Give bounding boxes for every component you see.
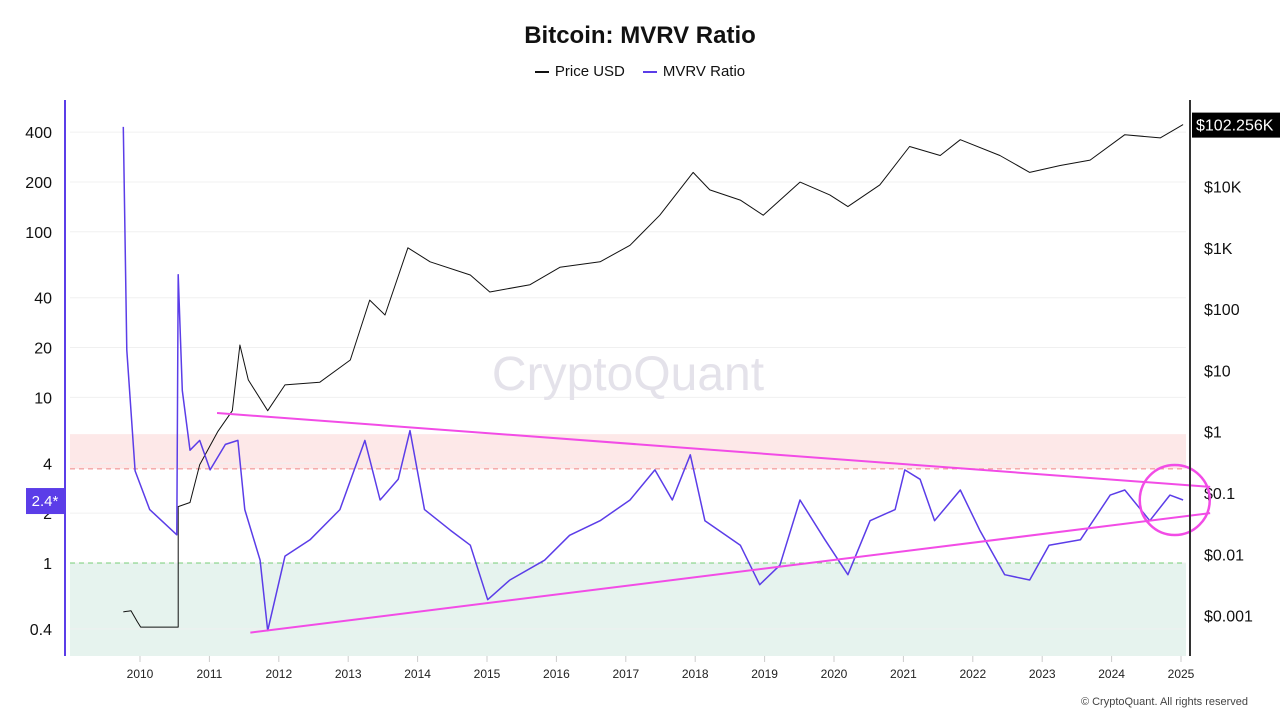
chart-title: Bitcoin: MVRV Ratio	[524, 22, 756, 49]
right-tick-label: $0.001	[1204, 609, 1253, 626]
left-tick-label: 4	[43, 456, 52, 473]
undervalued-zone	[70, 563, 1186, 656]
mvrv-series-line	[122, 126, 1184, 632]
x-tick-label: 2012	[265, 667, 292, 681]
legend: Price USD MVRV Ratio	[0, 63, 1280, 80]
right-tick-label: $0.1	[1204, 486, 1235, 503]
left-tick-label: 1	[43, 556, 52, 573]
upper-trendline	[216, 412, 1211, 488]
x-tick-label: 2011	[196, 667, 222, 681]
x-tick-label: 2018	[682, 667, 709, 681]
legend-label-price: Price USD	[554, 63, 625, 80]
x-tick-label: 2015	[474, 667, 501, 681]
right-tick-label: $10K	[1204, 180, 1242, 197]
right-tick-label: $100	[1204, 302, 1240, 319]
legend-item-price[interactable]: Price USD	[534, 63, 625, 80]
mvrv-current-value: 2.4*	[32, 493, 59, 510]
legend-swatch-price	[534, 70, 549, 73]
right-tick-label: $0.01	[1204, 547, 1244, 564]
x-tick-label: 2016	[543, 667, 570, 681]
mvrv-current-badge	[26, 488, 64, 515]
price-current-badge	[1192, 112, 1280, 138]
x-tick-label: 2020	[821, 667, 848, 681]
left-tick-label: 2	[43, 506, 52, 523]
price-series-line	[123, 124, 1184, 628]
left-tick-label: 200	[25, 175, 52, 192]
x-tick-label: 2019	[751, 667, 778, 681]
left-tick-label: 100	[25, 225, 52, 242]
x-tick-label: 2017	[612, 667, 639, 681]
left-tick-label: 40	[34, 291, 52, 308]
x-tick-label: 2024	[1098, 667, 1125, 681]
watermark: CryptoQuant	[492, 348, 764, 401]
lower-trendline	[250, 512, 1211, 634]
copyright-footer: © CryptoQuant. All rights reserved	[1080, 696, 1248, 708]
x-tick-label: 2021	[890, 667, 917, 681]
x-tick-label: 2023	[1029, 667, 1056, 681]
x-tick-label: 2014	[404, 667, 431, 681]
x-tick-label: 2013	[335, 667, 362, 681]
left-tick-label: 400	[25, 125, 52, 142]
highlight-circle	[1138, 463, 1212, 537]
price-current-value: $102.256K	[1196, 118, 1274, 135]
right-tick-label: $1K	[1204, 241, 1233, 258]
legend-swatch-mvrv	[642, 70, 657, 73]
left-tick-label: 0.4	[30, 622, 52, 639]
x-tick-label: 2025	[1168, 667, 1195, 681]
left-tick-label: 10	[34, 390, 52, 407]
right-tick-label: $10	[1204, 363, 1231, 380]
legend-item-mvrv[interactable]: MVRV Ratio	[642, 63, 746, 80]
right-tick-label: $1	[1204, 425, 1222, 442]
left-tick-label: 20	[34, 341, 52, 358]
x-tick-label: 2022	[959, 667, 986, 681]
x-tick-label: 2010	[127, 667, 154, 681]
legend-label-mvrv: MVRV Ratio	[662, 63, 746, 80]
